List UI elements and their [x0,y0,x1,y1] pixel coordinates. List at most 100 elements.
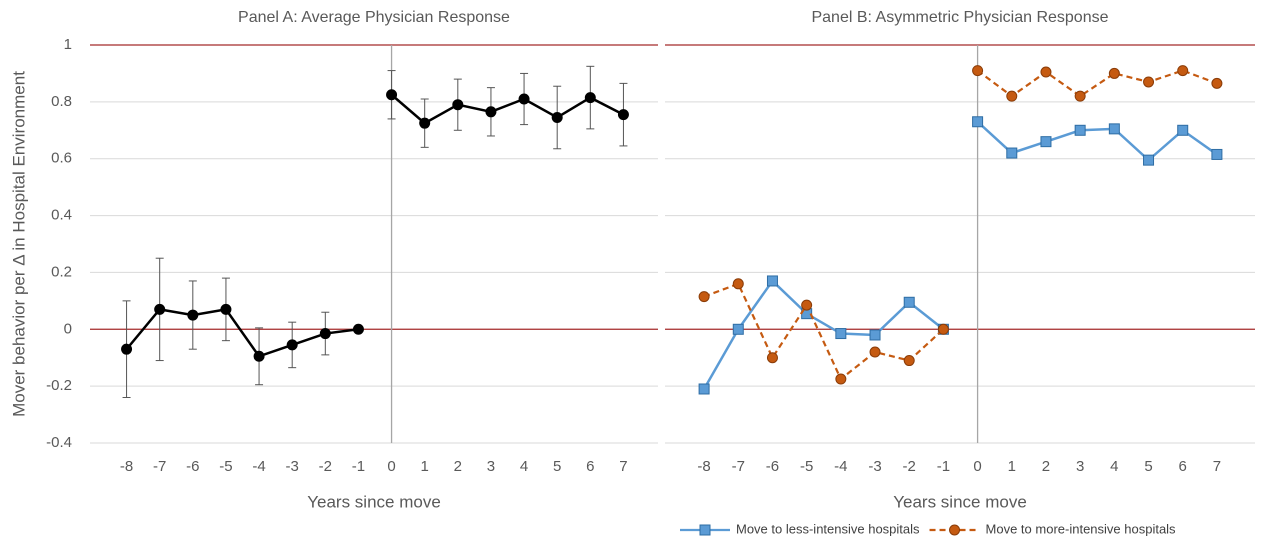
marker [1006,90,1018,102]
x-tick-label: -2 [903,458,916,475]
y-tick-label: 0 [64,320,72,337]
y-tick-label: 0.4 [51,207,72,224]
marker [835,328,847,340]
marker [1108,67,1120,79]
x-tick-label: 0 [973,458,981,475]
panel-title: Panel A: Average Physician Response [238,9,510,26]
x-tick-label: 1 [1008,458,1016,475]
x-tick-label: 4 [520,458,528,475]
x-tick-label: 6 [586,458,594,475]
marker [1143,76,1155,88]
x-tick-label: 4 [1110,458,1118,475]
x-tick-label: -2 [319,458,332,475]
x-tick-label: 0 [387,458,395,475]
marker [1006,147,1018,159]
marker [698,383,710,395]
marker [253,350,265,362]
x-axis-label: Years since move [307,492,441,511]
marker [949,524,961,536]
marker [937,323,949,335]
series-line [125,308,359,358]
marker [1040,136,1052,148]
marker [1074,124,1086,136]
x-tick-label: 2 [454,458,462,475]
marker [801,299,813,311]
x-tick-label: -4 [252,458,265,475]
x-tick-label: -4 [834,458,847,475]
marker [452,99,464,111]
x-tick-label: -3 [868,458,881,475]
marker [766,275,778,287]
marker [187,309,199,321]
x-tick-label: -5 [219,458,232,475]
x-tick-label: -1 [937,458,950,475]
marker [1040,66,1052,78]
marker [617,109,629,121]
marker [972,65,984,77]
y-tick-label: -0.2 [46,377,72,394]
x-tick-label: 1 [421,458,429,475]
series-line [976,120,1218,162]
legend-label: Move to less-intensive hospitals [736,521,920,536]
marker [154,303,166,315]
x-tick-label: 5 [553,458,561,475]
x-axis-label: Years since move [893,492,1027,511]
marker [286,339,298,351]
series-line [703,282,945,381]
marker [699,524,711,536]
y-tick-label: 1 [64,36,72,53]
marker [1177,65,1189,77]
x-tick-label: -3 [286,458,299,475]
marker [1211,148,1223,160]
marker [698,291,710,303]
marker [732,323,744,335]
series-line [703,279,945,390]
x-tick-label: -1 [352,458,365,475]
marker [518,93,530,105]
marker [485,106,497,118]
x-tick-label: 6 [1179,458,1187,475]
marker [584,92,596,104]
marker [352,323,364,335]
panel-title: Panel B: Asymmetric Physician Response [811,9,1108,26]
x-tick-label: 7 [619,458,627,475]
series-line [390,93,625,125]
marker [1177,124,1189,136]
marker [419,117,431,129]
marker [551,111,563,123]
y-tick-label: 0.2 [51,263,72,280]
marker [1108,123,1120,135]
x-tick-label: -6 [766,458,779,475]
x-tick-label: -5 [800,458,813,475]
x-tick-label: 5 [1144,458,1152,475]
x-tick-label: 3 [1076,458,1084,475]
x-tick-label: -7 [153,458,166,475]
marker [903,296,915,308]
marker [1211,77,1223,89]
marker [835,373,847,385]
marker [319,328,331,340]
marker [1074,90,1086,102]
marker [972,116,984,128]
y-tick-label: -0.4 [46,434,72,451]
x-tick-label: 3 [487,458,495,475]
marker [121,343,133,355]
y-axis-label: Mover behavior per Δ in Hospital Environ… [9,71,28,417]
series-line [976,69,1218,98]
marker [869,329,881,341]
marker [903,355,915,367]
x-tick-label: -7 [732,458,745,475]
marker [766,352,778,364]
x-tick-label: -8 [120,458,133,475]
marker [386,89,398,101]
legend-label: Move to more-intensive hospitals [986,521,1177,536]
x-tick-label: -8 [697,458,710,475]
x-tick-label: -6 [186,458,199,475]
x-tick-label: 2 [1042,458,1050,475]
marker [869,346,881,358]
y-tick-label: 0.6 [51,150,72,167]
marker [1143,154,1155,166]
y-tick-label: 0.8 [51,93,72,110]
marker [220,303,232,315]
